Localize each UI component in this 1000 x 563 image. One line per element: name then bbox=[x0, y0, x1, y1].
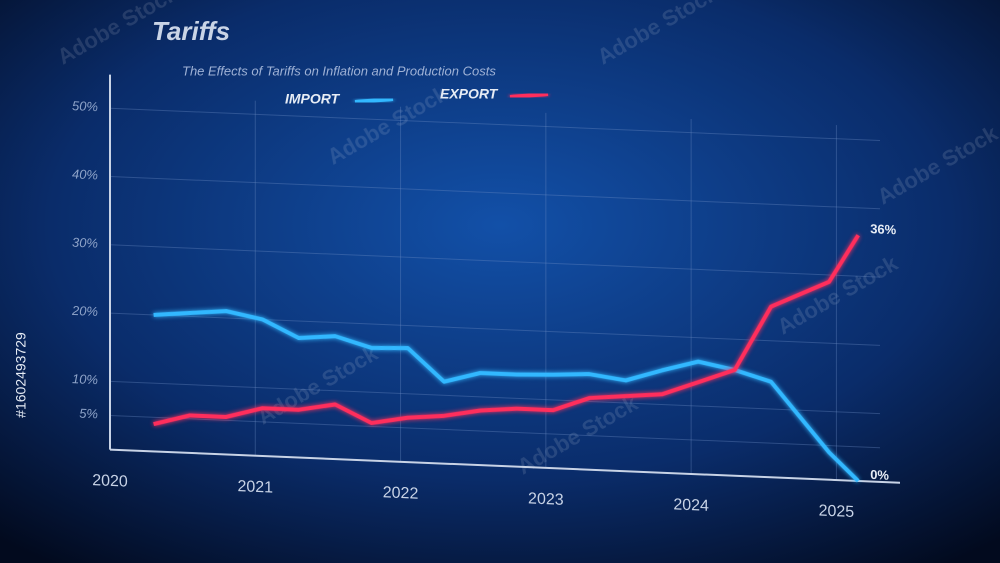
legend-label: EXPORT bbox=[440, 86, 499, 102]
grid-line bbox=[110, 414, 880, 449]
y-tick-label: 5% bbox=[79, 406, 98, 422]
stock-id: #1602493729 bbox=[13, 332, 29, 418]
series-line bbox=[153, 234, 860, 427]
series-line bbox=[153, 309, 860, 483]
y-tick-label: 50% bbox=[72, 98, 98, 114]
data-label: 0% bbox=[870, 467, 889, 483]
grid-line bbox=[110, 176, 880, 210]
grid-line bbox=[110, 244, 880, 278]
grid-line bbox=[110, 380, 880, 415]
grid-line bbox=[110, 107, 880, 142]
chart-subtitle: The Effects of Tariffs on Inflation and … bbox=[182, 63, 496, 78]
y-tick-label: 30% bbox=[72, 235, 98, 251]
x-tick-label: 2020 bbox=[92, 472, 128, 491]
legend-label: IMPORT bbox=[285, 91, 341, 107]
data-label: 36% bbox=[870, 221, 896, 237]
x-tick-label: 2025 bbox=[819, 503, 855, 522]
chart-title: Tariffs bbox=[152, 16, 230, 46]
x-tick-label: 2021 bbox=[237, 478, 273, 497]
x-axis bbox=[110, 448, 900, 484]
y-tick-label: 10% bbox=[72, 371, 98, 387]
y-tick-label: 40% bbox=[72, 166, 98, 182]
legend-swatch bbox=[354, 97, 394, 104]
x-tick-label: 2023 bbox=[528, 490, 564, 509]
x-tick-label: 2024 bbox=[673, 496, 709, 515]
x-tick-label: 2022 bbox=[383, 484, 419, 503]
y-tick-label: 20% bbox=[71, 303, 98, 319]
legend-swatch bbox=[509, 92, 549, 99]
